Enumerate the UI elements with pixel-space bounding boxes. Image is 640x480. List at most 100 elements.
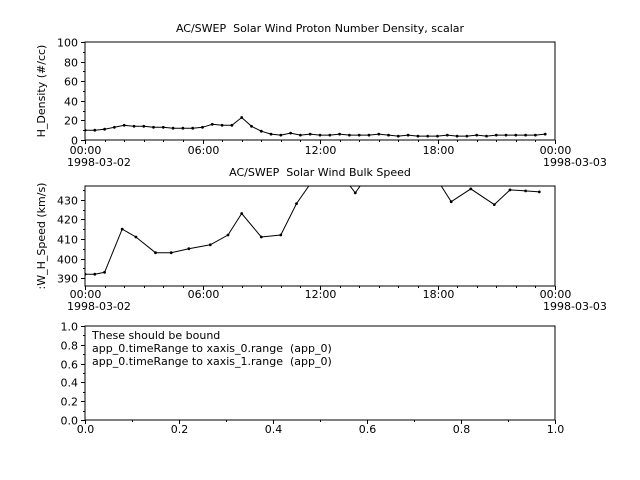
data-point-marker bbox=[485, 134, 488, 138]
data-point-marker bbox=[226, 233, 230, 237]
data-point-marker bbox=[259, 235, 263, 239]
x-tick-label: 18:00 bbox=[423, 144, 455, 157]
y-tick-label: 1.0 bbox=[61, 321, 79, 334]
data-point-marker bbox=[348, 133, 351, 137]
data-point-marker bbox=[328, 133, 332, 137]
data-point-marker bbox=[396, 134, 400, 138]
x-tick-label: 18:00 bbox=[423, 288, 455, 301]
data-point-marker bbox=[152, 125, 155, 129]
data-point-marker bbox=[534, 133, 537, 137]
y-tick-label: 0.4 bbox=[61, 377, 79, 390]
x-tick-label: 0.2 bbox=[171, 423, 189, 436]
x-tick-label: 0.8 bbox=[453, 423, 471, 436]
y-tick-label: 0 bbox=[71, 135, 78, 148]
y-tick-label: 100 bbox=[57, 37, 78, 50]
data-point-marker bbox=[103, 270, 106, 274]
data-point-marker bbox=[426, 134, 430, 138]
data-point-marker bbox=[113, 125, 116, 129]
data-point-marker bbox=[85, 272, 87, 276]
data-point-marker bbox=[93, 272, 97, 276]
x-tick-label: 00:00 bbox=[540, 144, 572, 157]
data-point-marker bbox=[289, 131, 292, 135]
x-tick-label: 00:00 bbox=[540, 288, 572, 301]
data-point-marker bbox=[543, 132, 547, 136]
data-point-marker bbox=[397, 159, 400, 162]
data-point-marker bbox=[494, 133, 498, 137]
binding-note-line-3: app_0.timeRange to xaxis_1.range (app_0) bbox=[92, 355, 332, 368]
panel-3: 0.0 0.2 0.4 0.6 0.8 1.0 0.0 0.2 0.4 0.6 0.8 1.0 Thes… bbox=[61, 321, 565, 437]
y-tick-label: 80 bbox=[64, 57, 78, 70]
data-point-marker bbox=[387, 133, 390, 137]
x-tick-label: 06:00 bbox=[188, 288, 220, 301]
data-point-marker bbox=[210, 122, 214, 126]
data-point-marker bbox=[338, 132, 341, 136]
data-point-marker bbox=[416, 134, 420, 138]
x-tick-label: 0.0 bbox=[77, 423, 95, 436]
series-line bbox=[85, 116, 546, 137]
data-point-marker bbox=[134, 235, 138, 239]
x-axis-start-date: 1998-03-02 bbox=[67, 300, 131, 313]
panel-1: AC/SWEP Solar Wind Proton Number Density… bbox=[35, 22, 607, 169]
data-point-marker bbox=[230, 123, 234, 127]
data-point-marker bbox=[122, 123, 126, 127]
data-point-marker bbox=[201, 125, 204, 129]
data-point-marker bbox=[295, 202, 298, 206]
data-point-marker bbox=[524, 133, 527, 137]
data-point-marker bbox=[250, 124, 253, 128]
data-point-marker bbox=[208, 243, 212, 247]
data-point-marker bbox=[240, 116, 244, 119]
data-point-marker bbox=[465, 134, 469, 138]
panel-2-plot-area[interactable] bbox=[84, 185, 556, 287]
data-point-marker bbox=[240, 212, 244, 215]
data-point-marker bbox=[514, 133, 518, 137]
data-point-marker bbox=[269, 132, 273, 136]
data-point-marker bbox=[308, 132, 312, 136]
data-point-marker bbox=[377, 132, 381, 136]
data-point-marker bbox=[191, 126, 195, 130]
data-point-marker bbox=[309, 183, 312, 186]
x-tick-label: 00:00 bbox=[70, 144, 102, 157]
data-point-marker bbox=[406, 133, 410, 137]
x-tick-label: 12:00 bbox=[305, 288, 337, 301]
x-axis-end-date: 1998-03-03 bbox=[543, 156, 607, 169]
data-point-marker bbox=[455, 134, 459, 138]
data-point-marker bbox=[181, 126, 185, 130]
data-point-marker bbox=[469, 187, 473, 191]
data-point-marker bbox=[93, 128, 97, 132]
series-line bbox=[85, 186, 540, 275]
data-point-marker bbox=[161, 125, 165, 129]
data-point-marker bbox=[445, 133, 449, 137]
panel-1-title: AC/SWEP Solar Wind Proton Number Density… bbox=[176, 22, 465, 35]
y-tick-label: 420 bbox=[57, 214, 78, 227]
data-point-marker bbox=[259, 129, 263, 133]
data-point-marker bbox=[524, 189, 527, 193]
y-tick-label: 410 bbox=[57, 234, 78, 247]
x-tick-label: 06:00 bbox=[188, 144, 220, 157]
y-tick-label: 0.6 bbox=[61, 359, 79, 372]
x-tick-label: 12:00 bbox=[305, 144, 337, 157]
y-tick-label: 60 bbox=[64, 76, 78, 89]
data-point-marker bbox=[436, 179, 439, 182]
y-tick-label: 0.8 bbox=[61, 340, 79, 353]
y-tick-label: 400 bbox=[57, 254, 78, 267]
panel-2-ylabel: :W_H_Speed (km/s) bbox=[35, 183, 48, 290]
data-point-marker bbox=[475, 133, 479, 137]
data-point-marker bbox=[154, 251, 157, 255]
x-tick-label: 0.4 bbox=[265, 423, 283, 436]
panel-1-plot-area[interactable] bbox=[84, 41, 556, 141]
data-point-marker bbox=[537, 190, 541, 194]
data-point-marker bbox=[120, 227, 124, 231]
panel-2: AC/SWEP Solar Wind Bulk Speed 390 400 410 42… bbox=[35, 159, 607, 313]
data-point-marker bbox=[417, 167, 420, 170]
panel-2-series bbox=[85, 159, 541, 276]
data-point-marker bbox=[220, 123, 224, 127]
data-point-marker bbox=[449, 200, 453, 204]
data-point-marker bbox=[353, 191, 357, 195]
y-tick-label: 430 bbox=[57, 195, 78, 208]
y-tick-label: 40 bbox=[64, 96, 78, 109]
binding-note-line-2: app_0.timeRange to xaxis_0.range (app_0) bbox=[92, 342, 332, 355]
y-tick-label: 0.0 bbox=[61, 415, 79, 428]
binding-note-line-1: These should be bound bbox=[91, 329, 220, 342]
